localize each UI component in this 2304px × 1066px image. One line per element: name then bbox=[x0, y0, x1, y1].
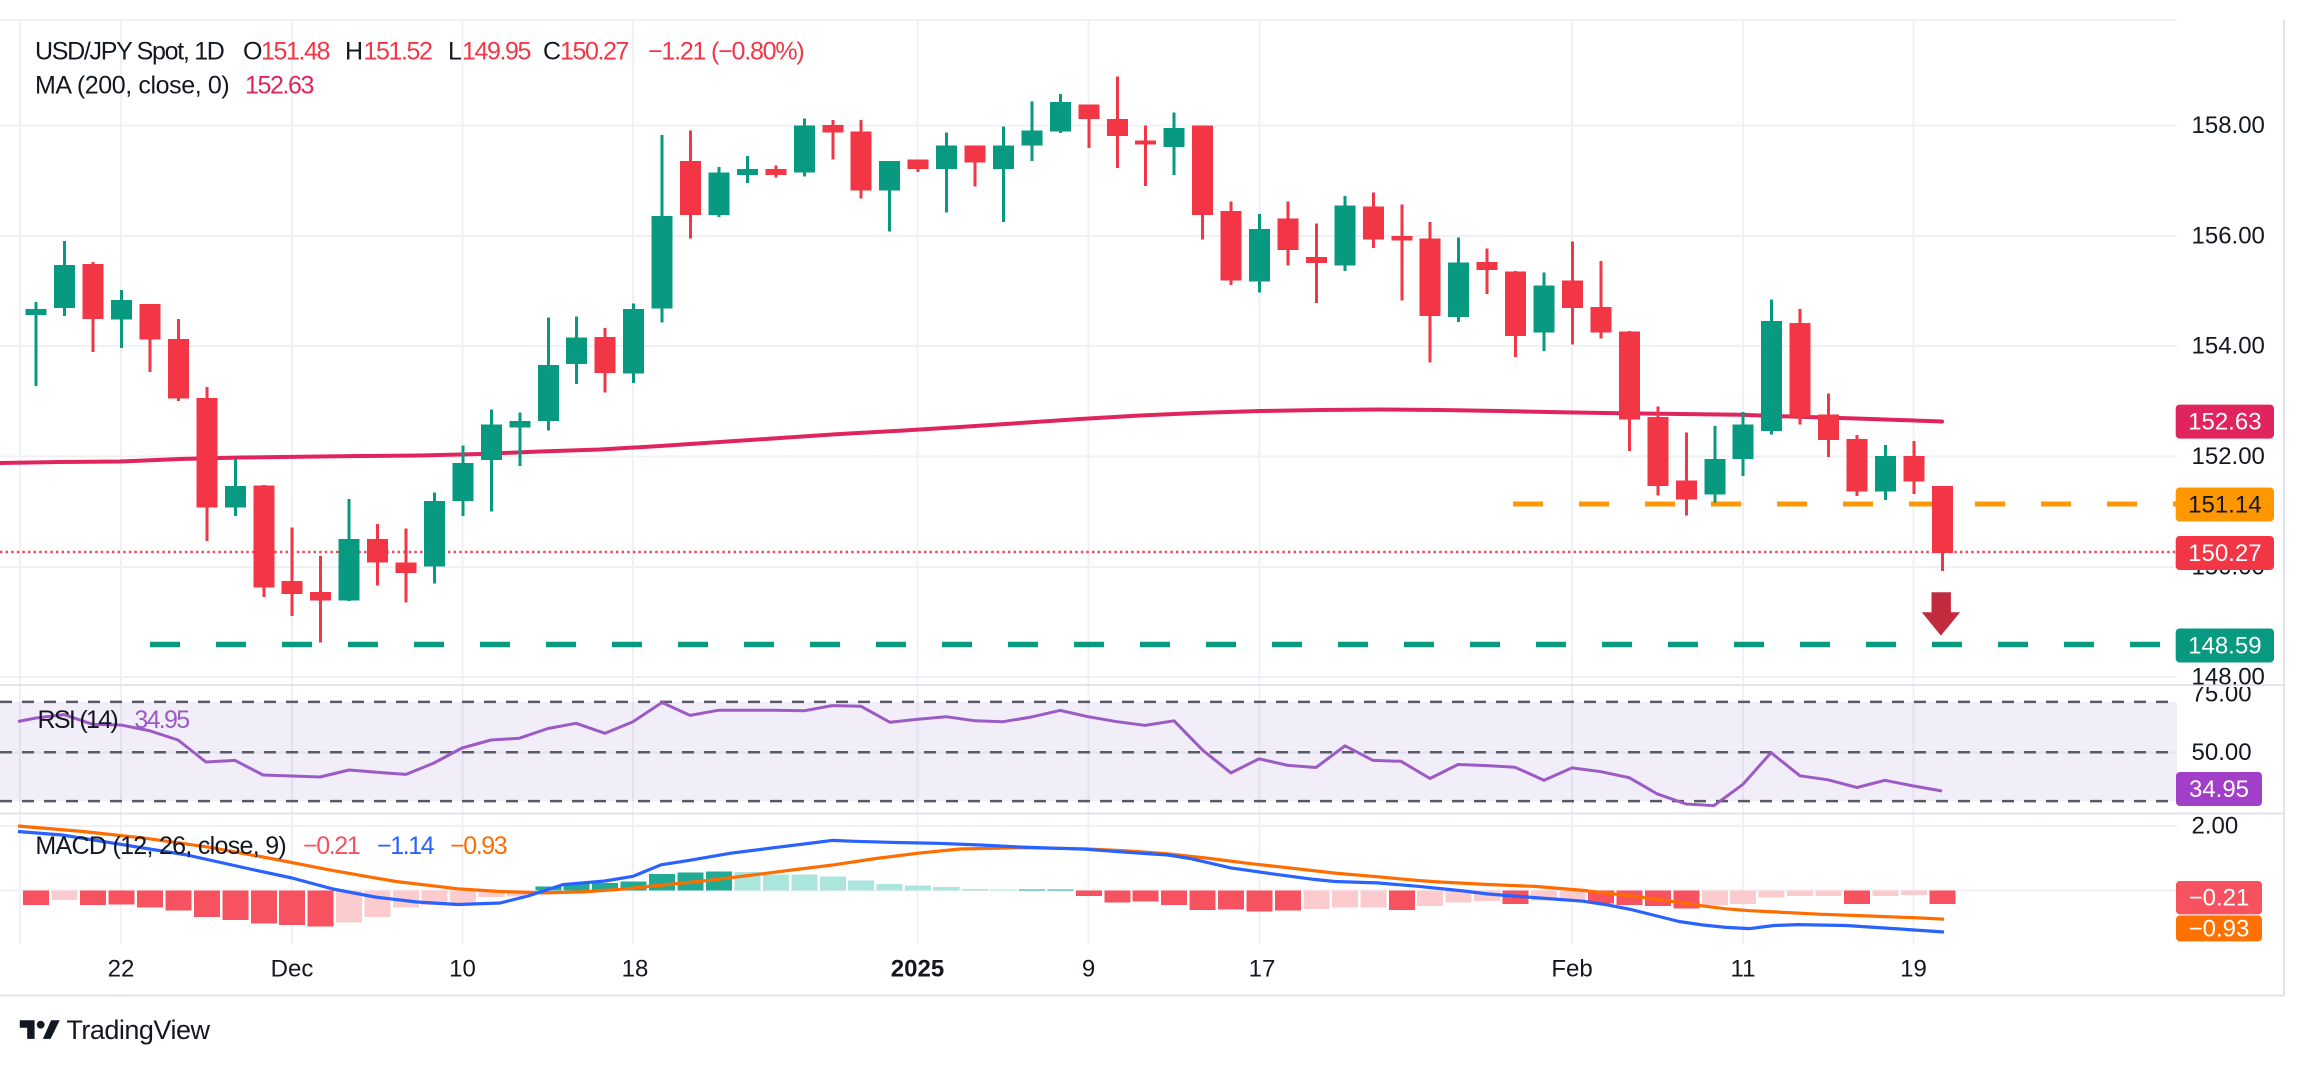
svg-text:148.00: 148.00 bbox=[2192, 664, 2265, 691]
svg-text:MACD (12, 26, close, 9): MACD (12, 26, close, 9) bbox=[35, 832, 286, 860]
svg-text:17: 17 bbox=[1249, 956, 1276, 983]
svg-text:9: 9 bbox=[1082, 956, 1095, 983]
svg-text:2025: 2025 bbox=[891, 956, 944, 983]
svg-text:10: 10 bbox=[449, 956, 476, 983]
svg-text:TradingView: TradingView bbox=[66, 1015, 210, 1045]
svg-text:19: 19 bbox=[1900, 956, 1927, 983]
svg-text:−0.93: −0.93 bbox=[2189, 915, 2250, 942]
svg-text:154.00: 154.00 bbox=[2192, 333, 2265, 360]
svg-text:−0.21: −0.21 bbox=[2189, 885, 2250, 912]
svg-text:152.63: 152.63 bbox=[2188, 409, 2261, 436]
svg-text:150.27: 150.27 bbox=[2188, 540, 2261, 567]
svg-text:152.00: 152.00 bbox=[2192, 443, 2265, 470]
svg-text:L: L bbox=[448, 38, 462, 66]
svg-text:22: 22 bbox=[108, 956, 135, 983]
svg-text:Feb: Feb bbox=[1551, 956, 1592, 983]
svg-text:158.00: 158.00 bbox=[2192, 112, 2265, 139]
svg-text:−0.93: −0.93 bbox=[450, 832, 507, 860]
svg-text:75.00: 75.00 bbox=[2192, 681, 2252, 708]
svg-text:150.27: 150.27 bbox=[560, 38, 629, 66]
svg-text:−1.21 (−0.80%): −1.21 (−0.80%) bbox=[648, 38, 804, 66]
svg-text:USD/JPY Spot, 1D: USD/JPY Spot, 1D bbox=[35, 38, 224, 66]
svg-text:156.00: 156.00 bbox=[2192, 223, 2265, 250]
svg-text:151.14: 151.14 bbox=[2188, 492, 2261, 519]
svg-text:H: H bbox=[345, 38, 363, 66]
svg-text:151.52: 151.52 bbox=[364, 38, 433, 66]
svg-text:2.00: 2.00 bbox=[2192, 813, 2239, 840]
svg-text:−1.14: −1.14 bbox=[377, 832, 435, 860]
svg-text:RSI (14): RSI (14) bbox=[38, 706, 118, 734]
svg-text:11: 11 bbox=[1731, 956, 1756, 983]
svg-text:151.48: 151.48 bbox=[261, 38, 330, 66]
svg-text:50.00: 50.00 bbox=[2192, 739, 2252, 766]
svg-text:149.95: 149.95 bbox=[462, 38, 531, 66]
svg-text:18: 18 bbox=[622, 956, 649, 983]
svg-text:O: O bbox=[243, 38, 262, 66]
svg-text:34.95: 34.95 bbox=[134, 706, 189, 734]
svg-text:−0.21: −0.21 bbox=[303, 832, 360, 860]
svg-text:Dec: Dec bbox=[271, 956, 314, 983]
svg-text:152.63: 152.63 bbox=[245, 72, 314, 100]
svg-text:34.95: 34.95 bbox=[2189, 776, 2249, 803]
svg-text:148.59: 148.59 bbox=[2188, 633, 2261, 660]
svg-text:C: C bbox=[543, 38, 561, 66]
svg-text:MA (200, close, 0): MA (200, close, 0) bbox=[35, 72, 229, 100]
